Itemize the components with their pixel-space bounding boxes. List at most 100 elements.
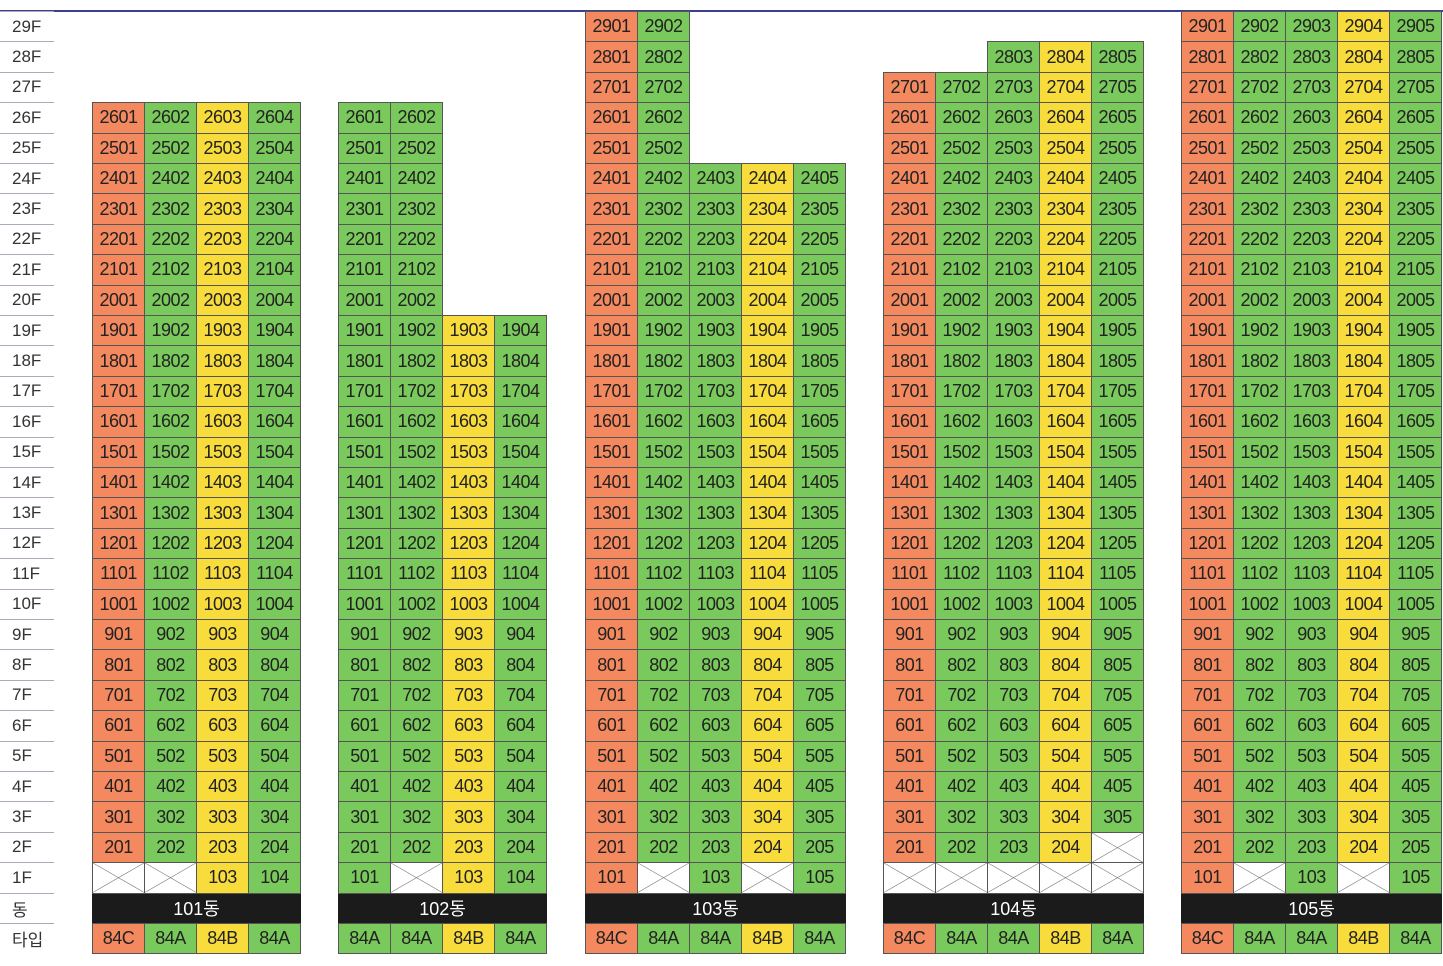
unit-cell[interactable]: 202 [637,831,690,864]
unit-cell[interactable]: 1001 [338,588,391,620]
unit-cell[interactable]: 2302 [144,193,197,225]
unit-cell[interactable]: 701 [338,679,391,712]
unit-cell[interactable]: 1405 [1091,467,1144,499]
unit-cell[interactable]: 203 [442,831,495,864]
unit-cell[interactable]: 2605 [1091,102,1144,134]
unit-cell[interactable]: 1301 [92,497,145,529]
unit-cell[interactable]: 503 [689,740,742,772]
unit-cell[interactable]: 1704 [741,375,794,408]
unit-cell[interactable]: 2604 [1337,102,1390,134]
unit-cell[interactable]: 1702 [390,375,443,408]
unit-cell[interactable]: 405 [793,771,846,803]
unit-cell[interactable]: 2202 [935,223,988,256]
unit-cell[interactable]: 405 [1389,771,1442,803]
unit-cell[interactable]: 2404 [741,163,794,195]
unit-cell[interactable]: 804 [494,649,547,681]
unit-cell[interactable]: 1605 [1091,406,1144,438]
unit-cell[interactable]: 202 [1233,831,1286,864]
unit-cell[interactable]: 304 [1039,801,1092,833]
unit-cell[interactable]: 305 [1091,801,1144,833]
unit-cell[interactable]: 702 [935,679,988,712]
unit-cell[interactable]: 1904 [248,315,301,347]
unit-cell[interactable]: 801 [338,649,391,681]
unit-cell[interactable]: 501 [338,740,391,772]
unit-cell[interactable]: 1101 [338,558,391,590]
unit-cell[interactable]: 1802 [637,345,690,377]
unit-cell[interactable]: 104 [248,862,301,894]
unit-cell[interactable]: 505 [1091,740,1144,772]
unit-cell[interactable]: 2301 [92,193,145,225]
unit-cell[interactable]: 305 [793,801,846,833]
unit-cell[interactable]: 2105 [1091,254,1144,286]
unit-cell[interactable]: 1902 [390,315,443,347]
unit-cell[interactable]: 1004 [1337,588,1390,620]
unit-cell[interactable]: 504 [741,740,794,772]
unit-cell[interactable]: 402 [144,771,197,803]
unit-cell[interactable]: 2503 [196,132,249,164]
unit-cell[interactable]: 1902 [935,315,988,347]
unit-cell[interactable]: 1404 [248,467,301,499]
unit-cell[interactable]: 602 [144,710,197,742]
unit-cell[interactable]: 402 [637,771,690,803]
unit-cell[interactable]: 802 [637,649,690,681]
unit-cell[interactable]: 2103 [1285,254,1338,286]
unit-cell[interactable]: 1004 [1039,588,1092,620]
unit-cell[interactable]: 2002 [935,284,988,316]
unit-cell[interactable]: 2501 [585,132,638,164]
unit-cell[interactable]: 2604 [248,102,301,134]
unit-cell[interactable]: 1303 [987,497,1040,529]
unit-cell[interactable]: 1403 [987,467,1040,499]
unit-cell[interactable]: 1302 [390,497,443,529]
unit-cell[interactable]: 605 [1091,710,1144,742]
unit-cell[interactable]: 1402 [390,467,443,499]
unit-cell[interactable]: 705 [1091,679,1144,712]
unit-cell[interactable]: 2804 [1039,41,1092,73]
unit-cell[interactable]: 902 [637,619,690,651]
unit-cell[interactable]: 1702 [637,375,690,408]
unit-cell[interactable]: 2004 [1337,284,1390,316]
unit-cell[interactable]: 905 [793,619,846,651]
unit-cell[interactable]: 304 [1337,801,1390,833]
unit-cell[interactable]: 2401 [1181,163,1234,195]
unit-cell[interactable]: 1804 [741,345,794,377]
unit-cell[interactable]: 1102 [935,558,988,590]
unit-cell[interactable]: 2501 [92,132,145,164]
unit-cell[interactable]: 502 [1233,740,1286,772]
unit-cell[interactable]: 704 [248,679,301,712]
unit-cell[interactable]: 2002 [1233,284,1286,316]
unit-cell[interactable]: 1602 [144,406,197,438]
unit-cell[interactable]: 1604 [741,406,794,438]
unit-cell[interactable]: 1103 [987,558,1040,590]
unit-cell[interactable]: 1804 [248,345,301,377]
unit-cell[interactable]: 1502 [637,436,690,468]
unit-cell[interactable]: 802 [390,649,443,681]
unit-cell[interactable]: 2201 [883,223,936,256]
unit-cell[interactable]: 1801 [92,345,145,377]
unit-cell[interactable]: 2101 [338,254,391,286]
unit-cell[interactable]: 903 [689,619,742,651]
unit-cell[interactable]: 1503 [689,436,742,468]
unit-cell[interactable]: 2803 [987,41,1040,73]
unit-cell[interactable]: 2505 [1091,132,1144,164]
unit-cell[interactable]: 403 [196,771,249,803]
unit-cell[interactable]: 1005 [793,588,846,620]
unit-cell[interactable]: 1503 [196,436,249,468]
unit-cell[interactable]: 2301 [1181,193,1234,225]
unit-cell[interactable]: 2102 [390,254,443,286]
unit-cell[interactable]: 1801 [1181,345,1234,377]
unit-cell[interactable]: 2002 [390,284,443,316]
unit-cell[interactable]: 605 [793,710,846,742]
unit-cell[interactable]: 2401 [883,163,936,195]
unit-cell[interactable]: 601 [585,710,638,742]
unit-cell[interactable]: 301 [338,801,391,833]
unit-cell[interactable]: 1705 [1389,375,1442,408]
unit-cell[interactable]: 2503 [987,132,1040,164]
unit-cell[interactable]: 704 [741,679,794,712]
unit-cell[interactable]: 1002 [1233,588,1286,620]
unit-cell[interactable]: 204 [1039,831,1092,864]
unit-cell[interactable]: 601 [1181,710,1234,742]
unit-cell[interactable]: 801 [1181,649,1234,681]
unit-cell[interactable]: 2202 [144,223,197,256]
unit-cell[interactable]: 701 [585,679,638,712]
unit-cell[interactable]: 203 [987,831,1040,864]
